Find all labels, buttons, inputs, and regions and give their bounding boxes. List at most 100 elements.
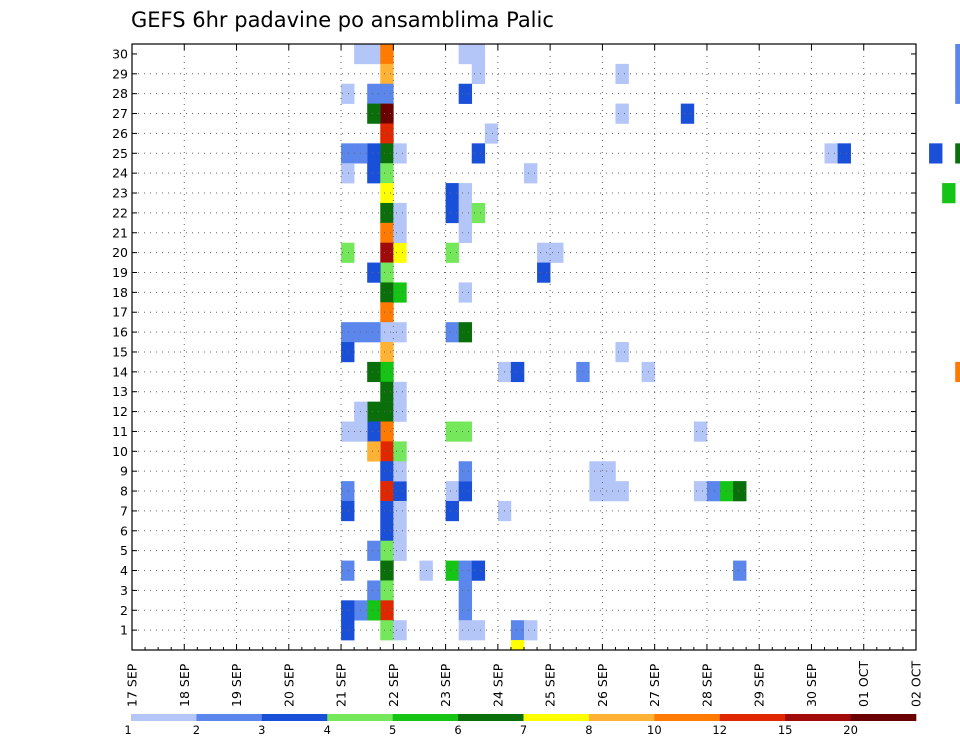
heatmap-cell xyxy=(367,44,381,65)
heatmap-cell xyxy=(380,580,394,601)
heatmap-cell xyxy=(367,143,381,164)
heatmap-cell xyxy=(445,202,459,224)
x-tick-label: 18 SEP xyxy=(177,663,192,707)
heatmap-cell xyxy=(341,421,355,442)
heatmap-cell xyxy=(367,103,381,124)
heatmap-cell xyxy=(471,560,486,581)
colorbar-label: 15 xyxy=(778,723,793,737)
y-tick-label: 13 xyxy=(112,384,128,399)
heatmap-cell xyxy=(445,322,459,343)
heatmap-cell xyxy=(458,560,473,581)
y-tick-label: 21 xyxy=(112,225,128,240)
heatmap-cell xyxy=(458,202,473,224)
heatmap-cell xyxy=(380,242,394,263)
heatmap-cell xyxy=(380,103,394,124)
heatmap-cell xyxy=(458,620,473,641)
heatmap-cell xyxy=(341,560,355,581)
heatmap-cell xyxy=(380,83,394,104)
grid-layer xyxy=(132,44,916,650)
heatmap-cell xyxy=(458,222,473,243)
heatmap-cell xyxy=(458,44,473,65)
heatmap-cell xyxy=(380,361,394,383)
heatmap-cell xyxy=(458,183,473,204)
heatmap-cell xyxy=(445,183,459,204)
heatmap-cell xyxy=(393,222,407,243)
x-tick-label: 24 SEP xyxy=(490,663,505,707)
heatmap-cell xyxy=(341,143,355,164)
heatmap-cell xyxy=(380,540,394,561)
heatmap-cell xyxy=(380,520,394,542)
heatmap-cell xyxy=(471,620,486,641)
x-tick-label: 20 SEP xyxy=(281,663,296,707)
heatmap-cell xyxy=(537,242,551,263)
heatmap-cell xyxy=(380,342,394,363)
heatmap-cell xyxy=(510,620,525,641)
heatmap-cell xyxy=(380,123,394,144)
heatmap-cell xyxy=(445,560,459,581)
heatmap-cell xyxy=(615,481,629,502)
y-tick-label: 18 xyxy=(112,285,128,300)
colorbar-label: 10 xyxy=(647,723,662,737)
heatmap-cell xyxy=(955,143,960,164)
heatmap-cell xyxy=(589,481,603,502)
y-tick-label: 1 xyxy=(120,623,128,638)
heatmap-cell xyxy=(458,83,473,104)
heatmap-cell xyxy=(380,262,394,283)
colorbar-label: 12 xyxy=(712,723,727,737)
heatmap-cell xyxy=(380,600,394,621)
heatmap-cell xyxy=(393,143,407,164)
plot-frame xyxy=(131,43,917,651)
heatmap-cell xyxy=(615,103,629,124)
heatmap-cell xyxy=(929,143,943,164)
heatmap-cell xyxy=(354,44,368,65)
heatmap-cell xyxy=(393,282,407,303)
heatmap-cell xyxy=(341,242,355,263)
heatmap-cell xyxy=(471,63,486,85)
heatmap-cell xyxy=(341,620,355,641)
heatmap-cell xyxy=(380,381,394,402)
heatmap-cell xyxy=(380,560,394,581)
x-tick-label: 19 SEP xyxy=(229,663,244,707)
y-axis: 1234567891011121314151617181920212223242… xyxy=(112,46,916,638)
heatmap-cell xyxy=(380,421,394,442)
y-tick-label: 16 xyxy=(112,325,128,340)
colorbar-swatch xyxy=(327,714,393,721)
heatmap-cell xyxy=(942,183,956,204)
heatmap-cell xyxy=(393,500,407,522)
colorbar-swatch xyxy=(458,714,524,721)
heatmap-cell xyxy=(955,63,960,85)
heatmap-cell xyxy=(393,401,407,422)
colorbar-label: 4 xyxy=(324,723,331,737)
heatmap-cell xyxy=(589,461,603,482)
y-tick-label: 22 xyxy=(112,205,128,220)
y-tick-label: 24 xyxy=(112,166,128,181)
heatmap-cell xyxy=(393,441,407,462)
heatmap-cell xyxy=(602,461,616,482)
heatmap-cell xyxy=(367,600,381,621)
heatmap-cell xyxy=(445,481,459,502)
colorbar-swatch xyxy=(392,714,459,721)
heatmap-cell xyxy=(367,540,381,561)
y-tick-label: 12 xyxy=(112,404,128,419)
y-tick-label: 23 xyxy=(112,186,128,201)
colorbar-swatch xyxy=(588,714,655,721)
y-tick-label: 9 xyxy=(120,464,128,479)
colorbar-swatch xyxy=(196,714,263,721)
x-tick-label: 30 SEP xyxy=(804,663,819,707)
x-tick-label: 23 SEP xyxy=(438,663,453,707)
y-tick-label: 15 xyxy=(112,344,128,359)
y-tick-label: 26 xyxy=(112,126,128,141)
heatmap-cell xyxy=(367,401,381,422)
x-tick-label: 29 SEP xyxy=(752,663,767,707)
x-tick-label: 02 OCT xyxy=(909,661,924,707)
y-tick-label: 20 xyxy=(112,245,128,260)
y-tick-label: 17 xyxy=(112,305,128,320)
heatmap-cell xyxy=(458,481,473,502)
colorbar-label: 8 xyxy=(585,723,592,737)
y-tick-label: 10 xyxy=(112,444,128,459)
heatmap-cell xyxy=(733,560,747,581)
heatmap-cell xyxy=(471,44,486,65)
heatmap-cell xyxy=(615,63,629,85)
heatmap-cell xyxy=(367,262,381,283)
x-tick-label: 27 SEP xyxy=(647,663,662,707)
